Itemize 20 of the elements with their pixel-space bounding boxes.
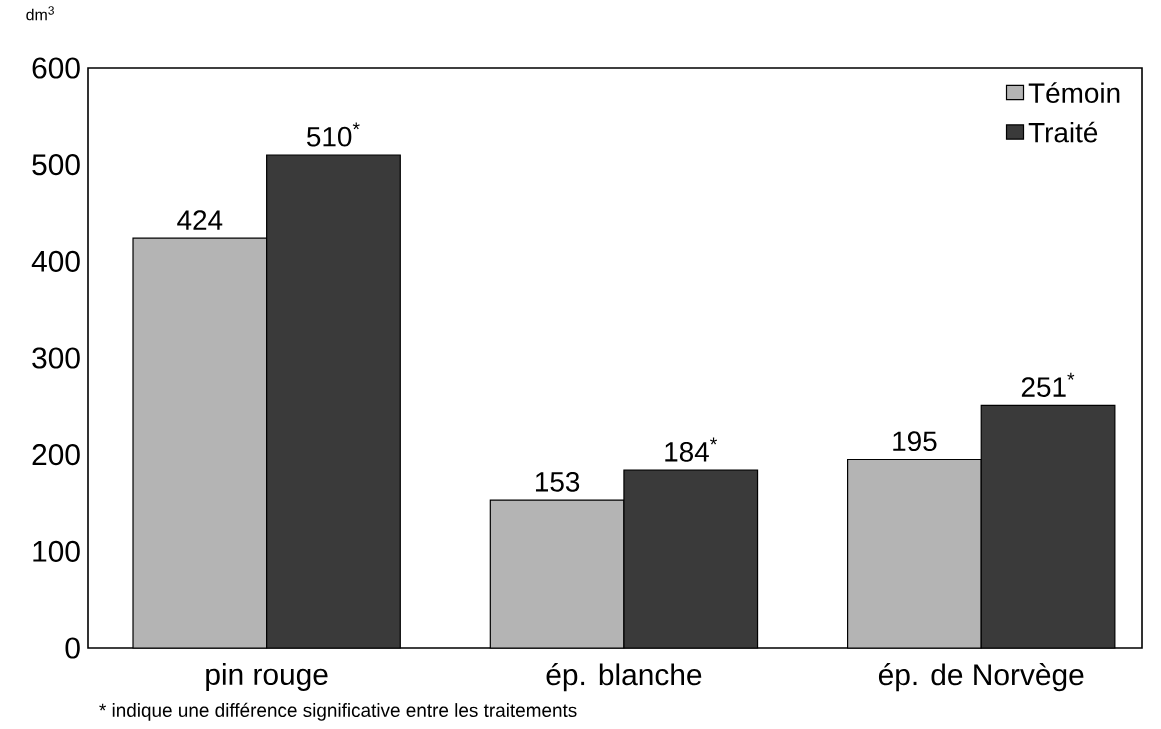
data-label: 184$^{*}$ <box>665 437 718 462</box>
legend-label: Traité <box>1028 121 1098 143</box>
y-tick-label: 300 <box>32 347 80 369</box>
y-tick-label: 500 <box>32 154 80 176</box>
y-tick-label: 200 <box>32 444 80 466</box>
y-axis-title: dm$^{3}$ <box>26 6 54 21</box>
data-label: 424 <box>177 210 223 230</box>
y-tick-label: 400 <box>31 250 80 272</box>
data-label: 251$^{*}$ <box>1021 372 1075 397</box>
data-label: 195 <box>893 431 937 452</box>
y-tick-label: 0 <box>65 637 80 659</box>
x-tick-label: ép. blanche <box>546 663 702 692</box>
y-tick-label: 600 <box>32 57 80 79</box>
data-label: 153 <box>535 471 580 492</box>
text: * indique une différence significative entre les traitements <box>99 702 577 721</box>
x-tick-label: ép. de Norvège <box>878 663 1084 692</box>
legend-label: Témoin <box>1028 82 1120 103</box>
x-tick-label: pin rouge <box>206 663 328 691</box>
data-label: 510$^{*}$ <box>307 122 360 147</box>
y-tick-label: 100 <box>33 540 80 562</box>
